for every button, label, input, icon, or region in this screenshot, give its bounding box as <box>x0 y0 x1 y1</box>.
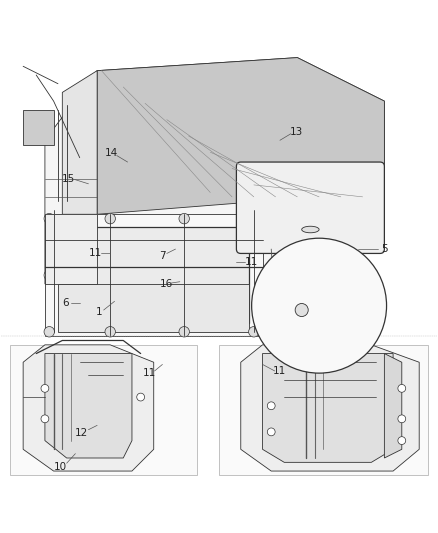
Circle shape <box>249 213 259 224</box>
Circle shape <box>44 270 54 280</box>
Text: 11: 11 <box>88 248 102 259</box>
Text: 11: 11 <box>273 366 286 376</box>
Text: 12: 12 <box>75 428 88 438</box>
Polygon shape <box>45 58 385 284</box>
Polygon shape <box>10 345 197 475</box>
Text: 3: 3 <box>283 328 290 337</box>
Circle shape <box>398 415 406 423</box>
Text: 4: 4 <box>328 326 335 336</box>
Text: 5: 5 <box>381 244 388 254</box>
Circle shape <box>44 327 54 337</box>
Circle shape <box>105 213 116 224</box>
Circle shape <box>137 393 145 401</box>
Circle shape <box>179 327 189 337</box>
Text: 13: 13 <box>290 126 303 136</box>
Polygon shape <box>97 58 385 214</box>
Circle shape <box>41 384 49 392</box>
Polygon shape <box>385 353 402 458</box>
Polygon shape <box>219 345 428 475</box>
Circle shape <box>41 415 49 423</box>
Circle shape <box>398 384 406 392</box>
Polygon shape <box>45 214 262 336</box>
Text: 16: 16 <box>160 279 173 289</box>
Circle shape <box>398 437 406 445</box>
Polygon shape <box>58 284 250 332</box>
Polygon shape <box>62 71 97 214</box>
Circle shape <box>249 327 259 337</box>
Circle shape <box>105 327 116 337</box>
Text: 1: 1 <box>96 307 102 317</box>
Circle shape <box>179 213 189 224</box>
Circle shape <box>267 402 275 410</box>
Polygon shape <box>45 214 97 284</box>
Text: 6: 6 <box>63 298 69 309</box>
Text: 10: 10 <box>53 462 67 472</box>
Circle shape <box>252 238 387 373</box>
Circle shape <box>295 303 308 317</box>
Circle shape <box>267 428 275 436</box>
Circle shape <box>44 213 54 224</box>
Text: 7: 7 <box>159 251 166 261</box>
Text: 14: 14 <box>104 148 118 158</box>
Polygon shape <box>45 353 132 458</box>
Polygon shape <box>262 353 393 462</box>
Polygon shape <box>241 345 419 471</box>
Polygon shape <box>23 110 53 144</box>
Text: 11: 11 <box>245 257 258 267</box>
Polygon shape <box>62 228 250 323</box>
Text: 11: 11 <box>143 368 156 378</box>
Polygon shape <box>23 345 154 471</box>
Ellipse shape <box>302 226 319 233</box>
Text: 15: 15 <box>62 174 75 184</box>
FancyBboxPatch shape <box>237 162 385 254</box>
